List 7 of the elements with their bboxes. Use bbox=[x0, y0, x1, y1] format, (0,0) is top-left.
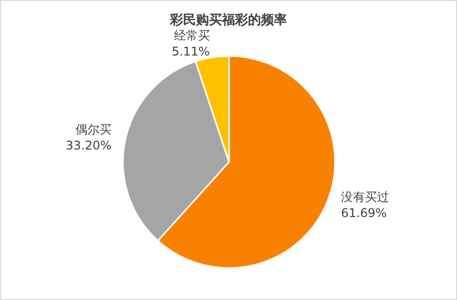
chart-title: 彩民购买福彩的频率 bbox=[169, 12, 287, 28]
data-label: 61.69% bbox=[341, 206, 387, 220]
slice-label: 经常买 bbox=[174, 28, 210, 43]
data-label: 5.11% bbox=[172, 44, 210, 59]
data-label: 33.20% bbox=[66, 138, 112, 152]
slice-label: 没有买过 bbox=[341, 190, 389, 204]
slice-label: 偶尔买 bbox=[76, 122, 112, 136]
